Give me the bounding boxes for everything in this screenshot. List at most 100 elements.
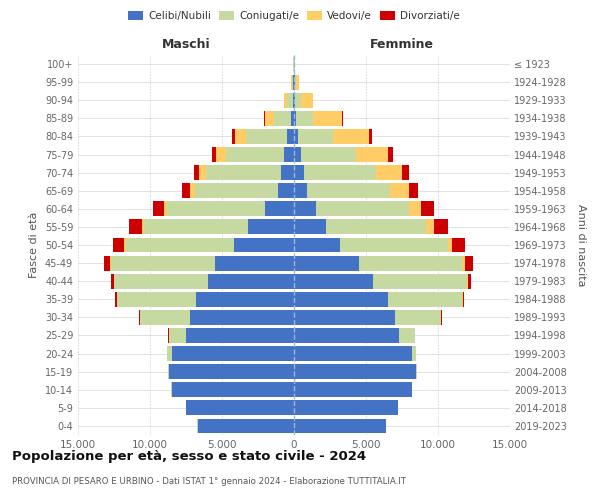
Bar (294, 202, 316, 216)
Bar (265, 202, 294, 216)
Bar (369, 129, 372, 144)
Bar (294, 418, 386, 434)
Bar (452, 238, 466, 252)
Bar (104, 256, 110, 270)
Bar (264, 111, 265, 126)
Bar (294, 346, 412, 361)
Bar (287, 129, 294, 144)
Bar (117, 292, 196, 306)
Bar (326, 220, 427, 234)
Bar (194, 165, 199, 180)
Bar (342, 111, 343, 126)
Bar (388, 147, 392, 162)
Text: Maschi: Maschi (161, 38, 211, 52)
Bar (291, 111, 294, 126)
Bar (376, 165, 402, 180)
Bar (233, 238, 294, 252)
Bar (215, 256, 294, 270)
Bar (301, 147, 356, 162)
Bar (294, 400, 398, 415)
Bar (111, 256, 215, 270)
Bar (294, 238, 340, 252)
Bar (412, 346, 416, 361)
Bar (216, 147, 226, 162)
Bar (298, 129, 333, 144)
Bar (313, 111, 342, 126)
Bar (301, 93, 313, 108)
Bar (164, 202, 167, 216)
Bar (340, 238, 448, 252)
Bar (208, 274, 294, 288)
Bar (167, 202, 265, 216)
Bar (427, 220, 434, 234)
Bar (194, 184, 278, 198)
Bar (278, 184, 294, 198)
Bar (421, 202, 434, 216)
Bar (388, 292, 463, 306)
Bar (464, 256, 473, 270)
Bar (113, 238, 124, 252)
Bar (316, 202, 409, 216)
Bar (292, 74, 293, 90)
Bar (356, 147, 388, 162)
Bar (409, 184, 418, 198)
Bar (294, 256, 359, 270)
Bar (190, 184, 194, 198)
Bar (115, 292, 117, 306)
Bar (281, 165, 294, 180)
Bar (110, 274, 113, 288)
Bar (172, 346, 294, 361)
Bar (294, 184, 307, 198)
Bar (441, 310, 442, 325)
Bar (402, 165, 409, 180)
Bar (284, 93, 287, 108)
Bar (294, 147, 301, 162)
Bar (294, 364, 416, 379)
Bar (296, 111, 313, 126)
Bar (294, 274, 373, 288)
Bar (206, 165, 281, 180)
Bar (114, 274, 208, 288)
Bar (434, 220, 448, 234)
Bar (186, 400, 294, 415)
Bar (294, 111, 296, 126)
Bar (232, 129, 235, 144)
Bar (295, 93, 301, 108)
Bar (199, 165, 206, 180)
Bar (167, 346, 172, 361)
Bar (304, 165, 376, 180)
Text: Femmine: Femmine (370, 38, 434, 52)
Bar (467, 274, 470, 288)
Bar (294, 93, 295, 108)
Bar (190, 310, 294, 325)
Bar (294, 129, 298, 144)
Bar (293, 93, 294, 108)
Bar (140, 310, 190, 325)
Bar (274, 111, 291, 126)
Bar (197, 418, 294, 434)
Bar (235, 129, 247, 144)
Bar (448, 238, 452, 252)
Bar (395, 310, 441, 325)
Bar (139, 310, 140, 325)
Bar (399, 328, 415, 343)
Bar (110, 256, 111, 270)
Bar (294, 165, 304, 180)
Bar (169, 364, 294, 379)
Bar (226, 147, 284, 162)
Bar (294, 292, 388, 306)
Bar (359, 256, 463, 270)
Bar (196, 292, 294, 306)
Bar (293, 74, 294, 90)
Bar (295, 74, 296, 90)
Bar (142, 220, 144, 234)
Y-axis label: Fasce di età: Fasce di età (29, 212, 39, 278)
Bar (287, 93, 293, 108)
Text: Popolazione per età, sesso e stato civile - 2024: Popolazione per età, sesso e stato civil… (12, 450, 366, 463)
Bar (212, 147, 216, 162)
Bar (186, 328, 294, 343)
Bar (409, 202, 421, 216)
Bar (144, 220, 248, 234)
Bar (124, 238, 125, 252)
Bar (463, 256, 464, 270)
